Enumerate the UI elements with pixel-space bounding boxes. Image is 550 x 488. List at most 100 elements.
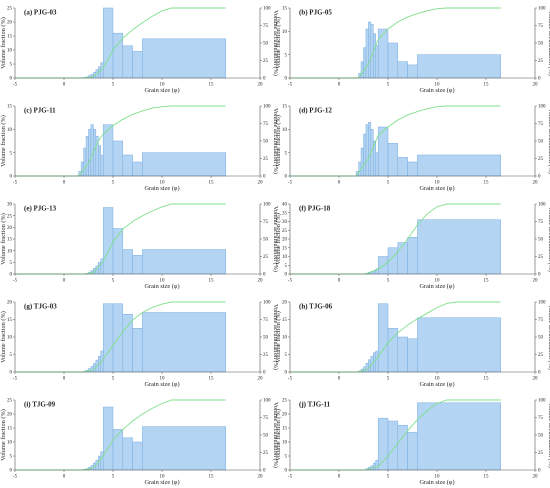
y-tick-label: 10 — [282, 30, 288, 35]
histogram-bar — [417, 402, 501, 471]
x-tick-label: 20 — [533, 181, 539, 186]
histogram-bar — [368, 21, 372, 79]
y-axis-title: Volume fraction (%) — [275, 409, 282, 461]
x-tick-label: -5 — [13, 279, 18, 284]
x-tick-label: 10 — [435, 377, 441, 382]
histogram-bar — [417, 219, 501, 275]
y2-tick-label: 50 — [538, 434, 544, 439]
x-tick-label: -5 — [288, 279, 293, 284]
y2-tick-label: 100 — [263, 203, 271, 208]
histogram-bar — [387, 42, 399, 79]
y-tick-label: 10 — [282, 128, 288, 133]
histogram-bar — [365, 363, 369, 373]
y2-tick-label: 75 — [538, 318, 544, 323]
y2-axis-title: Volume accumulation (%) — [272, 10, 279, 76]
x-tick-label: -5 — [13, 83, 18, 88]
y2-axis-title: Volume accumulation (%) — [547, 206, 550, 272]
y2-axis-title: Volume accumulation (%) — [272, 304, 279, 370]
histogram-bar — [407, 338, 418, 373]
histogram-bar — [407, 237, 418, 275]
x-tick-label: 20 — [533, 83, 539, 88]
y-tick-label: 5 — [285, 353, 288, 358]
y2-axis-title: Volume accumulation (%) — [272, 402, 279, 468]
y2-tick-label: 75 — [263, 318, 269, 323]
x-tick-label: 5 — [112, 475, 115, 480]
x-tick-label: 20 — [533, 279, 539, 284]
x-tick-label: 15 — [209, 181, 215, 186]
histogram-bar — [132, 255, 143, 275]
x-tick-label: 5 — [112, 377, 115, 382]
y-tick-label: 0 — [10, 175, 13, 180]
histogram-bar — [122, 437, 133, 471]
histogram-bar — [132, 441, 143, 471]
y-tick-label: 25 — [282, 399, 288, 404]
y-tick-label: 15 — [7, 427, 13, 432]
y2-tick-label: 100 — [263, 301, 271, 306]
y-tick-label: 15 — [282, 427, 288, 432]
x-tick-label: 10 — [160, 83, 166, 88]
y2-tick-label: 75 — [538, 220, 544, 225]
x-axis-title: Grain size (φ) — [419, 479, 454, 486]
histogram-bar — [122, 45, 133, 79]
x-tick-label: 15 — [209, 279, 215, 284]
y2-tick-label: 0 — [263, 469, 266, 474]
x-tick-label: 15 — [209, 377, 215, 382]
y2-tick-label: 50 — [538, 42, 544, 47]
histogram-bar — [88, 129, 92, 177]
y-tick-label: 10 — [282, 441, 288, 446]
y-axis-title: Volume fraction (%) — [275, 311, 282, 363]
x-tick-label: -5 — [288, 377, 293, 382]
x-tick-label: 10 — [160, 475, 166, 480]
histogram-bar — [102, 207, 114, 275]
y-axis-title: Volume fraction (%) — [0, 213, 7, 265]
cumulative-curve — [290, 203, 501, 275]
histogram-bar — [387, 143, 399, 177]
y2-tick-label: 50 — [263, 42, 269, 47]
y-tick-label: 10 — [7, 249, 13, 254]
x-tick-label: 0 — [63, 475, 66, 480]
histogram-bar — [360, 147, 364, 177]
x-tick-label: 20 — [258, 83, 264, 88]
x-tick-label: -5 — [288, 181, 293, 186]
y2-tick-label: 0 — [263, 371, 266, 376]
y2-tick-label: 25 — [538, 255, 544, 260]
histogram-bar — [83, 147, 87, 177]
y-tick-label: 0 — [285, 371, 288, 376]
histogram-bar — [142, 38, 226, 79]
y-tick-label: 20 — [7, 413, 13, 418]
y2-tick-label: 100 — [263, 399, 271, 404]
histogram-bar — [80, 161, 84, 177]
y2-tick-label: 100 — [538, 203, 546, 208]
histogram-bar — [93, 129, 97, 177]
x-tick-label: 0 — [338, 83, 341, 88]
y2-tick-label: 25 — [538, 451, 544, 456]
x-tick-label: 15 — [484, 475, 490, 480]
x-axis-title: Grain size (φ) — [419, 283, 454, 290]
y2-tick-label: 0 — [263, 175, 266, 180]
y2-tick-label: 100 — [263, 7, 271, 12]
y-tick-label: 5 — [10, 353, 13, 358]
histogram-bar — [142, 249, 226, 275]
y2-tick-label: 0 — [538, 77, 541, 82]
histogram-bar — [375, 350, 379, 373]
y2-tick-label: 0 — [538, 371, 541, 376]
x-tick-label: 10 — [435, 181, 441, 186]
y2-tick-label: 75 — [263, 122, 269, 127]
x-tick-label: 20 — [533, 377, 539, 382]
histogram-bar — [98, 145, 102, 177]
x-axis-title: Grain size (φ) — [419, 381, 454, 388]
panel-f: -5 0 5 10 15 2005101520253035400255075100(f) … — [275, 203, 550, 290]
y2-axis-title: Volume accumulation (%) — [547, 108, 550, 174]
y2-tick-label: 75 — [263, 24, 269, 29]
y2-axis-title: Volume accumulation (%) — [547, 304, 550, 370]
y-tick-label: 0 — [10, 273, 13, 278]
x-tick-label: 10 — [435, 475, 441, 480]
y-tick-label: 25 — [282, 229, 288, 234]
histogram-bar — [142, 152, 226, 177]
y2-tick-label: 100 — [263, 105, 271, 110]
y-tick-label: 10 — [282, 255, 288, 260]
histogram-bar — [112, 140, 124, 177]
